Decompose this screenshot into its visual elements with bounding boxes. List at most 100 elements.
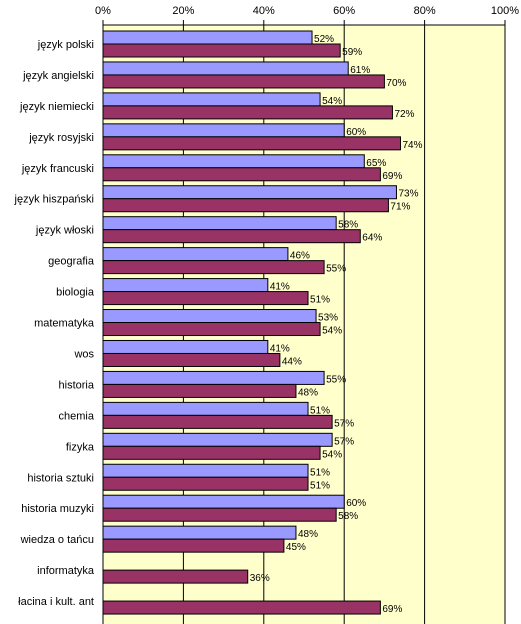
bar [102, 105, 393, 120]
category-label: wiedza o tańcu [20, 534, 94, 546]
data-label: 45% [286, 542, 306, 553]
x-tick-label: 60% [333, 5, 355, 17]
bar [102, 291, 309, 306]
bar [102, 30, 313, 45]
data-label: 60% [346, 127, 366, 138]
x-axis-ticks: 0% 20% 40% 60% 80% 100% [95, 5, 519, 26]
bar [102, 247, 289, 262]
data-label: 74% [402, 140, 422, 151]
bar [102, 445, 321, 460]
data-label: 59% [342, 47, 362, 58]
data-label: 69% [382, 171, 402, 182]
bar [102, 278, 269, 293]
category-label: język niemiecki [19, 101, 94, 113]
category-label: język francuski [21, 163, 94, 175]
bar [102, 569, 249, 584]
bar [102, 216, 337, 231]
bar [102, 185, 397, 200]
bar [102, 154, 365, 169]
category-label: język polski [37, 39, 94, 51]
bar [102, 74, 385, 89]
category-label: historia [59, 379, 95, 391]
category-label: język hiszpański [14, 194, 94, 206]
bar [102, 92, 321, 107]
bar [102, 600, 381, 615]
data-label: 36% [250, 573, 270, 584]
category-label: informatyka [37, 565, 95, 577]
x-tick-label: 40% [253, 5, 275, 17]
bar [102, 339, 269, 354]
data-label: 41% [270, 282, 290, 293]
bar [102, 463, 309, 478]
category-label: język rosyjski [28, 132, 94, 144]
data-label: 60% [346, 498, 366, 509]
bars [102, 30, 401, 615]
bar [102, 229, 361, 244]
data-label: 54% [322, 449, 342, 460]
category-label: wos [73, 348, 94, 360]
data-label: 72% [394, 109, 414, 120]
x-tick-label: 100% [491, 5, 519, 17]
x-tick-label: 0% [95, 5, 111, 17]
x-tick-label: 80% [414, 5, 436, 17]
bar [102, 322, 321, 337]
bar [102, 352, 281, 367]
bar [102, 383, 297, 398]
bar [102, 198, 389, 213]
data-label: 51% [310, 405, 330, 416]
data-label: 51% [310, 295, 330, 306]
bar [102, 401, 309, 416]
data-label: 69% [382, 604, 402, 615]
bar [102, 507, 337, 522]
x-tick-label: 20% [172, 5, 194, 17]
data-label: 46% [290, 251, 310, 262]
data-label: 44% [282, 356, 302, 367]
category-label: łacina i kult. ant [18, 596, 94, 608]
bar [102, 260, 325, 275]
data-label: 58% [338, 511, 358, 522]
data-label: 58% [338, 220, 358, 231]
data-label: 54% [322, 96, 342, 107]
category-label: język angielski [22, 70, 94, 82]
bar [102, 476, 309, 491]
data-label: 51% [310, 467, 330, 478]
data-label: 55% [326, 374, 346, 385]
category-label: fizyka [66, 441, 95, 453]
bar [102, 309, 317, 324]
data-label: 55% [326, 264, 346, 275]
data-label: 65% [366, 158, 386, 169]
data-label: 48% [298, 529, 318, 540]
bar [102, 538, 285, 553]
data-label: 41% [270, 343, 290, 354]
category-labels: język polski język angielski język niemiec… [14, 39, 95, 608]
data-label: 71% [390, 202, 410, 213]
bar [102, 370, 325, 385]
data-label: 57% [334, 418, 354, 429]
bar [102, 61, 349, 76]
data-label: 53% [318, 313, 338, 324]
bar [102, 167, 381, 182]
bar [102, 123, 345, 138]
category-label: chemia [59, 410, 95, 422]
bar [102, 43, 341, 58]
data-label: 52% [314, 34, 334, 45]
bar [102, 432, 333, 447]
category-label: matematyka [34, 318, 95, 330]
category-label: biologia [56, 287, 95, 299]
data-label: 61% [350, 65, 370, 76]
bar [102, 414, 333, 429]
data-labels: 52% 59% 61% 70% 54% 72% 60% 74% 65% 69% 73% 71% 58% 6… [250, 34, 423, 615]
data-label: 70% [386, 78, 406, 89]
data-label: 57% [334, 436, 354, 447]
data-label: 48% [298, 387, 318, 398]
data-label: 51% [310, 480, 330, 491]
bar [102, 136, 401, 151]
category-label: geografia [48, 256, 95, 268]
data-label: 73% [398, 189, 418, 200]
category-label: język włoski [35, 225, 94, 237]
data-label: 54% [322, 326, 342, 337]
category-label: historia sztuki [27, 472, 94, 484]
bar [102, 494, 345, 509]
category-label: historia muzyki [21, 503, 94, 515]
